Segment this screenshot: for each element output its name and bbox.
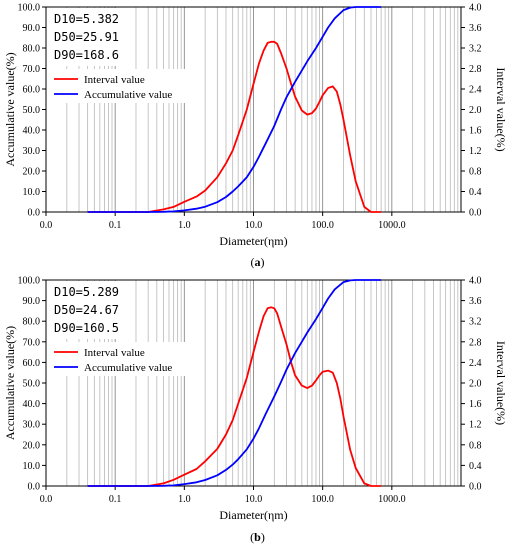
- y-left-tick-label: 40.0: [23, 399, 41, 410]
- y-right-tick-label: 1.2: [469, 146, 482, 157]
- stats-box: [47, 281, 125, 339]
- y-right-tick-label: 0.4: [469, 187, 482, 198]
- stats-box: [47, 8, 125, 66]
- panel-caption: (b): [250, 530, 265, 544]
- x-tick-label: 10.0: [245, 220, 263, 231]
- y-left-tick-label: 60.0: [23, 358, 41, 369]
- x-axis-label: Diameter(ηm): [219, 234, 287, 248]
- y-left-tick-label: 100.0: [18, 276, 41, 287]
- x-tick-label: 0.1: [109, 220, 122, 231]
- y-left-tick-label: 100.0: [18, 3, 41, 14]
- y-right-tick-label: 2.4: [469, 358, 482, 369]
- y-left-tick-label: 50.0: [23, 379, 41, 390]
- y-left-tick-label: 30.0: [23, 146, 41, 157]
- y-right-tick-label: 1.6: [469, 399, 482, 410]
- y-left-tick-label: 30.0: [23, 420, 41, 431]
- y-right-axis-label: Interval value(%): [494, 67, 507, 151]
- stats-line: D10=5.382: [54, 12, 119, 26]
- y-left-tick-label: 40.0: [23, 126, 41, 137]
- stats-line: D90=160.5: [54, 321, 119, 335]
- y-left-axis-label: Accumulative value(%): [3, 52, 17, 166]
- chart-panel-b: 0.0 10.0 20.0 30.0 40.0 50.0 60.0 70.0 80.0 90.0 1…: [3, 276, 507, 545]
- x-tick-label: 10.0: [245, 494, 263, 505]
- y-right-tick-label: 0.0: [469, 208, 482, 219]
- y-left-tick-label: 60.0: [23, 85, 41, 96]
- y-right-tick-label: 4.0: [469, 3, 482, 14]
- x-tick-label: 100.0: [311, 220, 334, 231]
- y-right-tick-label: 3.2: [469, 317, 482, 328]
- y-right-tick-label: 2.0: [469, 379, 482, 390]
- y-left-tick-label: 70.0: [23, 64, 41, 75]
- legend-label: Interval value: [84, 347, 145, 359]
- x-tick-label: 100.0: [311, 494, 334, 505]
- y-left-tick-label: 80.0: [23, 317, 41, 328]
- series-line-accumulative: [87, 279, 382, 487]
- panel-caption: (a): [251, 255, 265, 269]
- legend-label: Interval value: [84, 74, 145, 86]
- y-right-axis-label: Interval value(%): [494, 341, 507, 425]
- y-right-tick-label: 3.2: [469, 44, 482, 55]
- legend-label: Accumulative value: [84, 89, 172, 101]
- y-left-tick-label: 10.0: [23, 461, 41, 472]
- stats-line: D10=5.289: [54, 285, 119, 299]
- y-left-tick-label: 0.0: [28, 208, 41, 219]
- y-left-tick-label: 90.0: [23, 23, 41, 34]
- chart-panel-a: 0.0 10.0 20.0 30.0 40.0 50.0 60.0 70.0 80.0 90.0 1…: [3, 3, 507, 270]
- x-tick-label: 0.1: [109, 494, 122, 505]
- y-right-tick-label: 1.2: [469, 420, 482, 431]
- y-left-tick-label: 80.0: [23, 44, 41, 55]
- x-tick-label: 1.0: [178, 220, 191, 231]
- y-right-tick-label: 0.0: [469, 482, 482, 493]
- y-right-tick-label: 1.6: [469, 126, 482, 137]
- y-left-tick-label: 20.0: [23, 440, 41, 451]
- y-right-tick-label: 3.6: [469, 23, 482, 34]
- legend-box: [47, 69, 197, 103]
- y-right-tick-label: 3.6: [469, 296, 482, 307]
- x-tick-label: 0.0: [40, 494, 53, 505]
- y-left-tick-label: 70.0: [23, 337, 41, 348]
- x-axis-label: Diameter(ηm): [219, 508, 287, 522]
- y-left-tick-label: 90.0: [23, 296, 41, 307]
- y-left-tick-label: 20.0: [23, 167, 41, 178]
- series-line-interval: [87, 306, 382, 487]
- y-right-tick-label: 2.4: [469, 85, 482, 96]
- x-tick-label: 1000.0: [378, 220, 406, 231]
- legend-label: Accumulative value: [84, 362, 172, 374]
- y-right-tick-label: 2.8: [469, 64, 482, 75]
- y-right-tick-label: 0.8: [469, 167, 482, 178]
- x-tick-label: 1000.0: [378, 494, 406, 505]
- x-tick-label: 1.0: [178, 494, 191, 505]
- y-right-tick-label: 0.4: [469, 461, 482, 472]
- x-tick-label: 0.0: [40, 220, 53, 231]
- stats-line: D50=25.91: [54, 30, 119, 44]
- stats-line: D90=168.6: [54, 48, 119, 62]
- series-line-interval: [87, 40, 382, 213]
- y-left-tick-label: 0.0: [28, 482, 41, 493]
- legend-box: [47, 342, 197, 376]
- series-line-accumulative: [87, 6, 382, 213]
- y-right-tick-label: 4.0: [469, 276, 482, 287]
- y-left-axis-label: Accumulative value(%): [3, 326, 17, 440]
- y-right-tick-label: 0.8: [469, 440, 482, 451]
- stats-line: D50=24.67: [54, 303, 119, 317]
- y-right-tick-label: 2.8: [469, 337, 482, 348]
- y-left-tick-label: 50.0: [23, 105, 41, 116]
- y-left-tick-label: 10.0: [23, 187, 41, 198]
- y-right-tick-label: 2.0: [469, 105, 482, 116]
